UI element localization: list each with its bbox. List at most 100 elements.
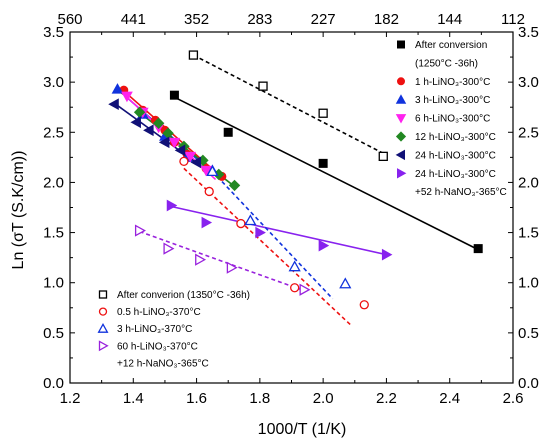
legend-label: 1 h-LiNO₃-300°C	[415, 77, 490, 88]
legend-label: (1250°C -36h)	[415, 58, 478, 69]
legend-marker	[395, 131, 407, 142]
top-axis-tick-label: 182	[374, 11, 399, 28]
top-axis-tick-label: 560	[57, 11, 82, 28]
data-point	[206, 165, 219, 177]
data-point	[299, 283, 311, 296]
data-point	[318, 239, 330, 252]
legend-label: 3 h-LiNO₃-370°C	[117, 324, 192, 335]
legend-bottom-left: After converion (1350°C -36h) 0.5 h-LiNO₃…	[97, 290, 250, 369]
x-tick-label: 1.6	[186, 390, 207, 407]
top-axis-tick-label: 352	[184, 11, 209, 28]
data-point	[381, 248, 393, 261]
data-point	[318, 108, 328, 118]
legend-label: 24 h-LiNO₃-300°C	[415, 169, 496, 180]
data-point	[228, 179, 241, 192]
data-point	[188, 50, 199, 60]
data-points	[108, 50, 483, 310]
legend-marker	[395, 149, 405, 161]
data-point	[378, 151, 388, 162]
legend-label: After converion (1350°C -36h)	[117, 290, 250, 301]
data-point	[169, 90, 179, 100]
legend-label: +12 h-NaNO₃-365°C	[117, 358, 209, 369]
x-axis-title: 1000/T (1/K)	[258, 421, 347, 438]
data-point	[290, 283, 300, 293]
legend-marker	[397, 40, 405, 49]
fit-line	[193, 54, 384, 155]
top-axis-tick-label: 283	[247, 11, 272, 28]
x-tick-label: 2.0	[313, 390, 334, 407]
data-point	[200, 165, 212, 177]
y-tick-label: 2.5	[43, 124, 64, 141]
right-axis-tick-label: 1.0	[518, 275, 539, 292]
data-point	[236, 218, 246, 229]
data-point	[108, 98, 119, 111]
data-point	[204, 186, 214, 197]
legend-marker	[97, 322, 109, 333]
fit-line	[171, 205, 387, 256]
x-tick-label: 2.2	[376, 390, 397, 407]
legend-marker	[397, 168, 407, 179]
y-tick-label: 2.0	[43, 174, 64, 191]
legend-marker	[397, 77, 405, 86]
y-tick-label: 3.0	[43, 74, 64, 91]
data-point	[130, 116, 141, 129]
legend-marker	[395, 94, 407, 104]
top-axis-tick-label: 144	[437, 11, 462, 28]
legend-label: After conversion	[415, 40, 487, 51]
x-tick-label: 1.8	[249, 390, 270, 407]
data-point	[143, 124, 154, 137]
top-axis-tick-label: 227	[311, 11, 336, 28]
legend-label: 3 h-LiNO₃-300°C	[415, 95, 490, 106]
right-axis-tick-label: 0.0	[518, 375, 539, 392]
data-point	[190, 156, 202, 169]
right-axis-tick-label: 2.5	[518, 124, 539, 141]
data-point	[163, 242, 175, 255]
data-point	[359, 300, 369, 310]
x-tick-label: 2.4	[439, 390, 460, 407]
data-point	[318, 158, 328, 168]
data-point	[152, 117, 165, 129]
y-tick-label: 0.5	[43, 325, 64, 342]
data-point	[111, 83, 124, 94]
data-point	[174, 144, 186, 157]
data-point	[121, 91, 133, 103]
y-tick-label: 1.5	[43, 225, 64, 242]
data-point	[195, 253, 207, 266]
data-point	[168, 137, 181, 149]
axes: 1.2 1.4 1.6 1.8 2.0 2.2 2.4 2.6 560 441 352 283 227 1…	[43, 11, 539, 407]
y-tick-label: 0.0	[43, 375, 64, 392]
legend-top-right: After conversion (1250°C -36h) 1 h-LiNO₃-3…	[395, 40, 507, 198]
x-tick-label: 1.2	[60, 390, 81, 407]
right-axis-tick-label: 1.5	[518, 225, 539, 242]
data-point	[134, 224, 146, 237]
legend-label: 24 h-LiNO₃-300°C	[415, 150, 496, 161]
top-axis-tick-label: 112	[501, 11, 525, 28]
legend-label: 6 h-LiNO₃-300°C	[415, 114, 490, 125]
right-axis-tick-label: 3.0	[518, 74, 539, 91]
fit-line	[211, 170, 334, 300]
x-tick-label: 2.6	[503, 390, 524, 407]
y-tick-label: 3.5	[43, 24, 64, 41]
legend-label: 0.5 h-LiNO₃-370°C	[117, 307, 201, 318]
legend-marker	[395, 114, 407, 124]
legend-marker	[98, 307, 108, 316]
x-tick-label: 1.4	[123, 390, 144, 407]
legend-marker	[98, 290, 108, 299]
data-point	[226, 261, 238, 274]
legend-label: 60 h-LiNO₃-370°C	[117, 341, 198, 352]
top-axis-tick-label: 441	[121, 11, 146, 28]
legend-marker	[98, 340, 109, 352]
data-point	[184, 151, 197, 163]
data-point	[255, 226, 266, 239]
data-point	[201, 216, 213, 229]
y-axis-title: Ln (σT (S.K/cm))	[10, 151, 27, 270]
right-axis-tick-label: 3.5	[518, 24, 539, 41]
data-point	[258, 81, 268, 91]
data-point	[339, 277, 352, 289]
fit-line	[139, 230, 305, 292]
right-axis-tick-label: 2.0	[518, 174, 539, 191]
data-point	[158, 136, 170, 149]
data-point	[223, 127, 233, 137]
right-axis-tick-label: 0.5	[518, 325, 539, 342]
data-point	[166, 199, 178, 212]
